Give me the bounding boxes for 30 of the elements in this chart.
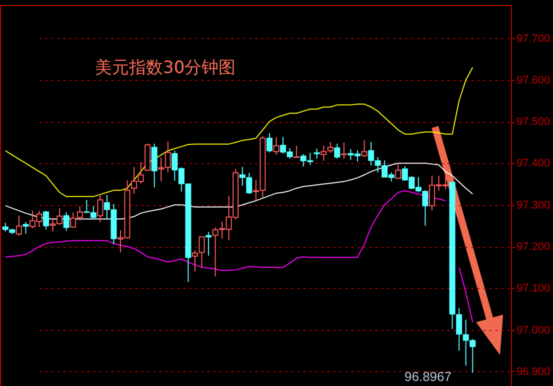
candlestick <box>294 145 300 158</box>
y-tick-label: 97.600 <box>516 74 550 86</box>
y-tick-label: 97.100 <box>516 282 550 295</box>
candlestick <box>395 164 402 180</box>
text: 美元指数30分钟图 <box>95 58 236 78</box>
candlestick <box>320 145 327 162</box>
candlestick <box>151 143 158 188</box>
y-tick-label: 97.500 <box>516 116 550 128</box>
candlestick <box>340 142 347 160</box>
candlestick <box>361 140 368 158</box>
candlestick <box>63 212 70 232</box>
y-tick-label: 97.200 <box>516 241 550 254</box>
candlestick <box>334 143 340 160</box>
annotation: 96.8967 <box>404 369 452 384</box>
candlestick <box>266 132 272 153</box>
y-tick-label: 96.900 <box>516 366 550 378</box>
candlestick <box>422 190 428 226</box>
candlestick <box>16 215 22 236</box>
candlestick <box>43 210 50 230</box>
y-tick-label: 97.400 <box>516 158 550 170</box>
candlestick <box>456 308 462 352</box>
candlestick <box>22 221 29 234</box>
candlestick <box>206 231 212 256</box>
candlestick <box>97 194 104 223</box>
candlestick <box>327 141 334 154</box>
candlestick <box>314 148 320 160</box>
y-tick-label: 97.000 <box>516 324 550 336</box>
y-tick-label: 97.700 <box>516 32 550 45</box>
candlestick <box>273 136 280 156</box>
y-tick-label: 97.300 <box>516 199 550 212</box>
